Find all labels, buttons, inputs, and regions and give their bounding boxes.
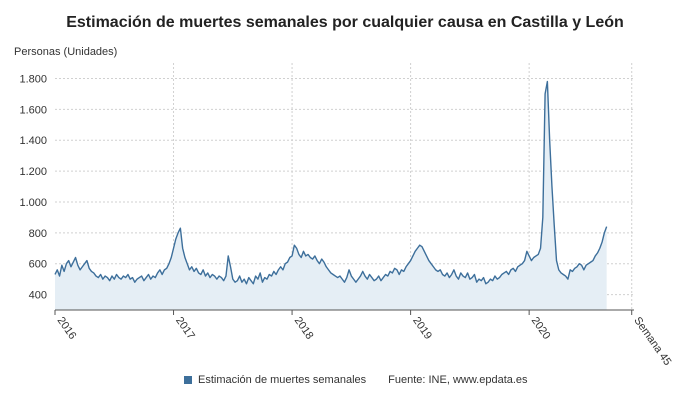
y-axis-unit-label: Personas (Unidades)	[14, 46, 118, 58]
source-text: Fuente: INE, www.epdata.es	[388, 374, 528, 386]
y-tick-labels: 400 600 800 1.000 1.200 1.400 1.600 1.800	[19, 73, 47, 301]
x-tick-label: 2017	[173, 315, 197, 342]
x-tick-label: 2019	[410, 315, 434, 342]
legend-series-label: Estimación de muertes semanales	[198, 374, 367, 386]
legend: Estimación de muertes semanales Fuente: …	[184, 374, 528, 386]
chart-axes	[54, 309, 634, 315]
x-tick-label: Semana 45	[631, 315, 673, 368]
x-tick-label: 2016	[55, 315, 79, 342]
series-area-fill	[55, 81, 607, 311]
series-line	[54, 80, 608, 285]
y-tick-label: 1.200	[19, 166, 47, 178]
y-tick-label: 800	[29, 228, 47, 240]
y-tick-label: 1.400	[19, 135, 47, 147]
y-tick-label: 1.000	[19, 197, 47, 209]
y-tick-label: 400	[29, 290, 47, 302]
y-tick-label: 1.600	[19, 104, 47, 116]
legend-swatch	[184, 376, 192, 384]
x-tick-label: 2020	[529, 315, 553, 342]
x-tick-labels: 2016 2017 2018 2019 2020 Semana 45	[55, 315, 674, 368]
y-tick-label: 600	[29, 259, 47, 271]
y-tick-label: 1.800	[19, 73, 47, 85]
chart-title: Estimación de muertes semanales por cual…	[66, 14, 624, 31]
x-tick-label: 2018	[292, 315, 316, 342]
